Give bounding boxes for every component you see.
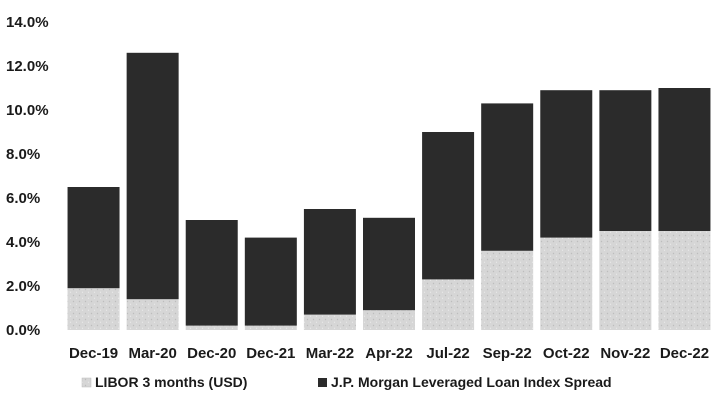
bar-segment-spread [303, 209, 356, 315]
bar-segment-spread [185, 220, 238, 326]
bar-segment-spread [481, 103, 534, 251]
legend: LIBOR 3 months (USD) J.P. Morgan Leverag… [81, 374, 612, 390]
bar-segment-libor [481, 250, 534, 330]
bar-segment-libor [658, 231, 711, 330]
x-tick-label: Mar-20 [128, 345, 176, 362]
y-axis: 0.0% 2.0% 4.0% 6.0% 8.0% 10.0% 12.0% 14.0% [6, 14, 49, 339]
x-tick-label: Apr-22 [365, 345, 413, 362]
bar-segment-libor [67, 288, 120, 330]
x-tick-label: Nov-22 [600, 345, 650, 362]
x-tick-label: Jul-22 [426, 345, 469, 362]
y-tick-label: 4.0% [6, 234, 40, 251]
y-tick-label: 14.0% [6, 14, 49, 31]
bar-segment-libor [126, 299, 179, 330]
bar-segment-spread [422, 132, 475, 280]
x-tick-label: Dec-21 [246, 345, 295, 362]
bar-segment-spread [658, 88, 711, 231]
x-tick-label: Dec-20 [187, 345, 236, 362]
x-tick-label: Sep-22 [483, 345, 532, 362]
y-tick-label: 0.0% [6, 322, 40, 339]
y-tick-label: 10.0% [6, 102, 49, 119]
legend-swatch-spread [318, 378, 327, 387]
bar-segment-spread [244, 237, 297, 326]
bar-segment-libor [422, 279, 475, 330]
bar-segment-libor [363, 310, 415, 330]
bar-segment-libor [540, 237, 593, 330]
x-tick-label: Oct-22 [543, 345, 590, 362]
y-tick-label: 12.0% [6, 58, 49, 75]
legend-label-libor: LIBOR 3 months (USD) [95, 374, 247, 390]
legend-swatch-libor [81, 377, 92, 388]
legend-label-spread: J.P. Morgan Leveraged Loan Index Spread [331, 374, 612, 390]
y-tick-label: 2.0% [6, 278, 40, 295]
bars [67, 52, 711, 330]
bar-segment-spread [540, 90, 593, 238]
bar-segment-spread [67, 187, 120, 289]
x-axis: Dec-19 Mar-20 Dec-20 Dec-21 Mar-22 Apr-22 Jul-… [69, 345, 709, 362]
x-tick-label: Dec-22 [660, 345, 709, 362]
bar-segment-libor [244, 325, 297, 330]
y-tick-label: 8.0% [6, 146, 40, 163]
x-tick-label: Dec-19 [69, 345, 118, 362]
bar-segment-libor [185, 325, 238, 330]
bar-segment-libor [599, 231, 652, 330]
y-tick-label: 6.0% [6, 190, 40, 207]
bar-segment-spread [599, 90, 652, 231]
bar-segment-libor [303, 314, 356, 330]
x-tick-label: Mar-22 [306, 345, 354, 362]
bar-segment-spread [363, 217, 415, 311]
bar-segment-spread [126, 52, 179, 300]
